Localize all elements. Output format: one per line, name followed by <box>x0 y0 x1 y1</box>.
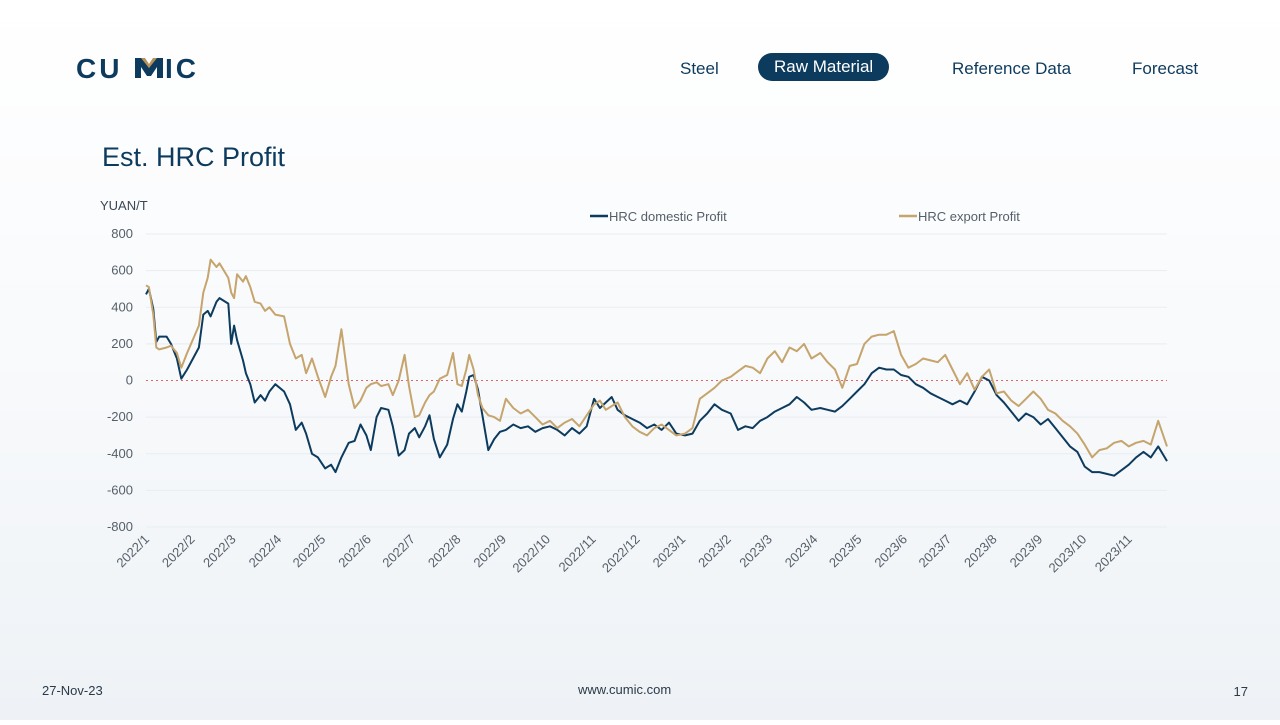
nav-tab-reference-data[interactable]: Reference Data <box>952 59 1072 78</box>
x-tick-label: 2022/4 <box>246 532 285 571</box>
x-tick-label: 2023/5 <box>826 532 865 571</box>
x-tick-label: 2023/4 <box>782 532 821 571</box>
x-tick-label: 2022/6 <box>335 532 374 571</box>
x-tick-label: 2023/6 <box>871 532 910 571</box>
x-tick-label: 2022/1 <box>113 532 152 571</box>
y-tick-label: 400 <box>111 299 133 314</box>
x-tick-label: 2022/12 <box>599 532 643 576</box>
footer-url[interactable]: www.cumic.com <box>578 682 672 697</box>
x-tick-label: 2023/9 <box>1007 532 1046 571</box>
x-tick-label: 2023/8 <box>961 532 1000 571</box>
x-tick-label: 2023/11 <box>1092 532 1135 575</box>
cumic-logo: CU IC <box>76 55 199 81</box>
legend-item-export: HRC export Profit <box>899 209 1020 224</box>
y-tick-label: -600 <box>107 482 133 497</box>
legend-label: HRC domestic Profit <box>609 209 727 224</box>
nav-tab-raw-material[interactable]: Raw Material <box>758 53 890 81</box>
page-title: Est. HRC Profit <box>102 142 286 172</box>
nav-tab-steel[interactable]: Steel <box>680 59 719 78</box>
svg-text:IC: IC <box>165 55 199 81</box>
domestic-profit-line <box>145 287 1168 477</box>
x-tick-label: 2022/5 <box>290 532 329 571</box>
x-tick-label: 2022/7 <box>379 532 418 571</box>
y-tick-label: -400 <box>107 446 133 461</box>
legend-item-domestic: HRC domestic Profit <box>590 209 727 224</box>
x-tick-label: 2022/11 <box>556 532 599 575</box>
x-tick-label: 2022/2 <box>159 532 198 571</box>
x-tick-label: 2023/7 <box>916 532 955 571</box>
x-tick-label: 2022/10 <box>509 532 553 576</box>
svg-text:CU: CU <box>76 55 122 81</box>
x-tick-label: 2023/2 <box>695 532 734 571</box>
x-tick-label: 2023/1 <box>650 532 689 571</box>
x-tick-label: 2022/8 <box>425 532 464 571</box>
legend-label: HRC export Profit <box>918 209 1020 224</box>
y-tick-label: -200 <box>107 409 133 424</box>
y-axis-label: YUAN/T <box>100 198 148 213</box>
x-tick-label: 2023/3 <box>736 532 775 571</box>
x-tick-label: 2022/9 <box>470 532 509 571</box>
logo-m-mark <box>135 58 163 78</box>
x-tick-label: 2022/3 <box>200 532 239 571</box>
export-profit-line <box>145 258 1168 459</box>
y-tick-label: 0 <box>126 373 133 388</box>
y-tick-label: 800 <box>111 226 133 241</box>
nav-tab-forecast[interactable]: Forecast <box>1132 59 1199 78</box>
y-tick-label: 600 <box>111 263 133 278</box>
footer-date: 27-Nov-23 <box>42 683 103 698</box>
y-tick-label: -800 <box>107 519 133 534</box>
x-tick-label: 2023/10 <box>1046 532 1090 576</box>
y-tick-label: 200 <box>111 336 133 351</box>
page-number: 17 <box>1233 684 1248 699</box>
